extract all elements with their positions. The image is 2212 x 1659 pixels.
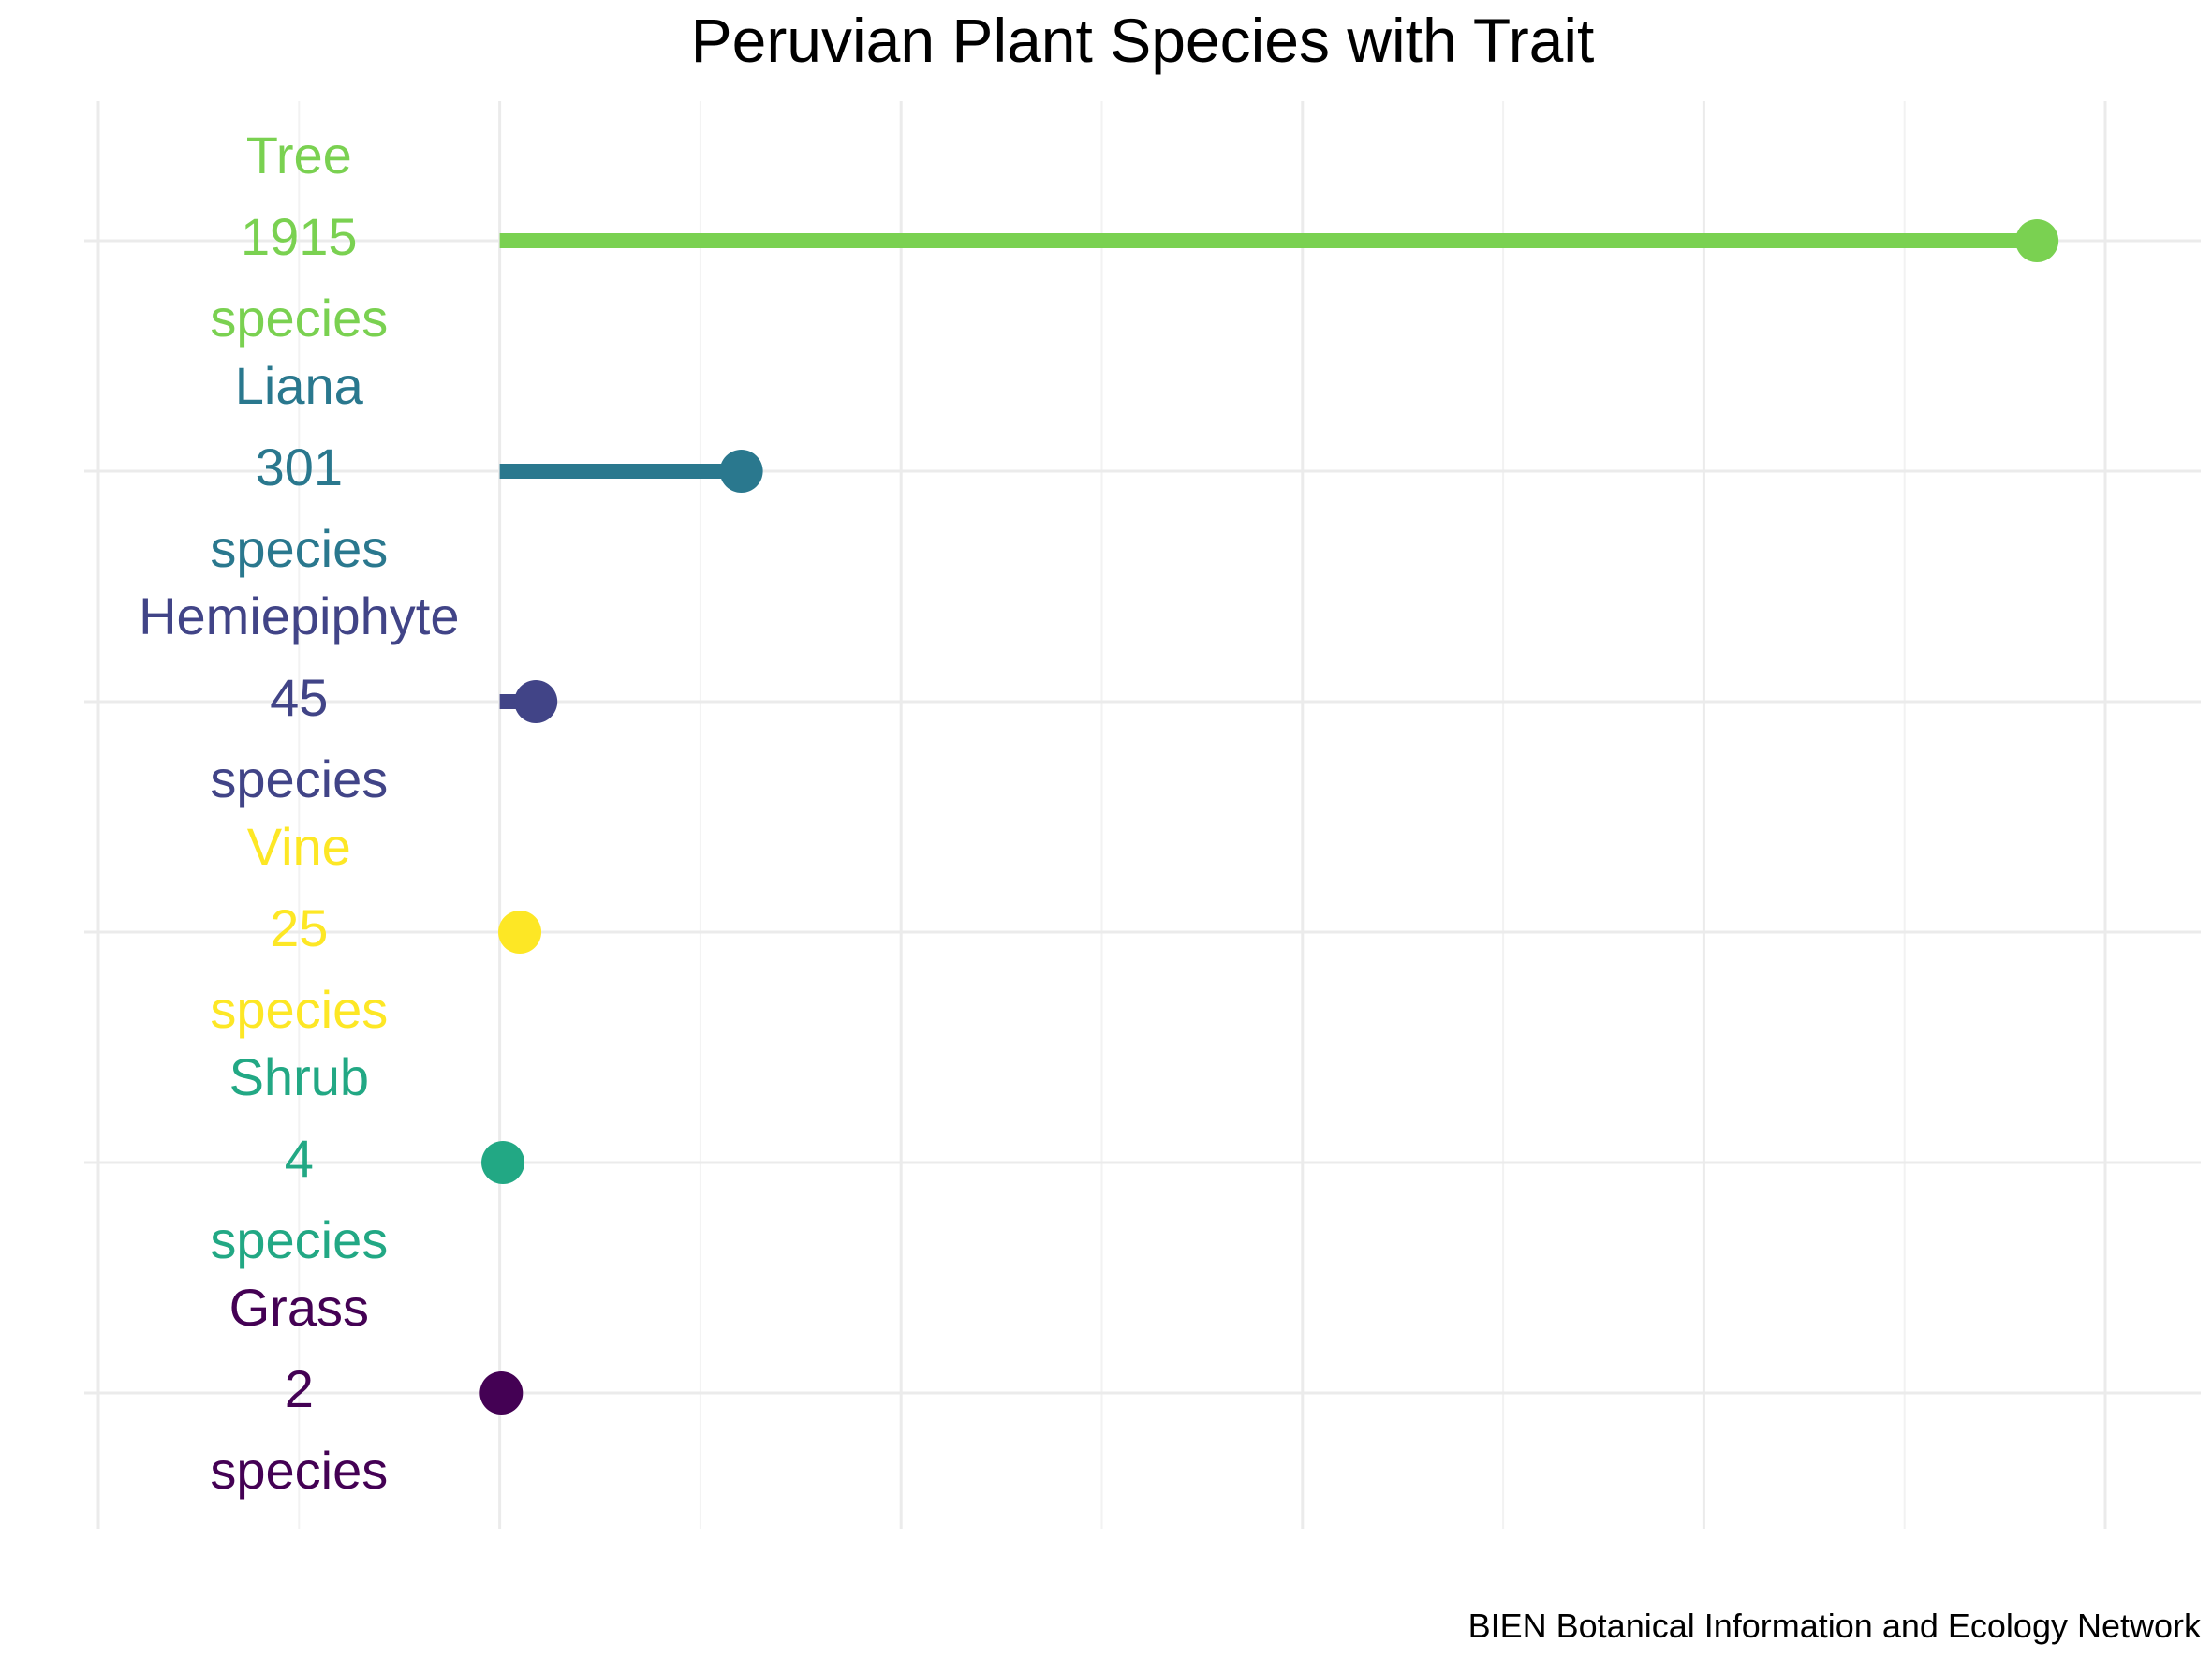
chart-title: Peruvian Plant Species with Trait bbox=[691, 6, 1595, 75]
category-name-label: Grass bbox=[229, 1278, 369, 1337]
category-unit-label: species bbox=[210, 749, 388, 808]
category-unit-label: species bbox=[210, 980, 388, 1039]
category-name-label: Vine bbox=[247, 817, 351, 876]
lollipop-point bbox=[719, 450, 763, 493]
category-value-label: 25 bbox=[270, 898, 328, 957]
category-value-label: 2 bbox=[285, 1359, 314, 1418]
category-value-label: 45 bbox=[270, 668, 328, 727]
lollipop-point bbox=[498, 911, 542, 954]
category-name-label: Liana bbox=[235, 356, 364, 415]
grid-lines bbox=[84, 101, 2201, 1529]
category-value-label: 301 bbox=[256, 437, 343, 496]
chart-caption: BIEN Botanical Information and Ecology N… bbox=[1468, 1607, 2202, 1645]
category-value-label: 1915 bbox=[241, 207, 358, 266]
lollipop-point bbox=[481, 1141, 525, 1184]
category-labels: Tree 1915 species Liana 301 species Hemiepiphy… bbox=[139, 126, 459, 1500]
category-unit-label: species bbox=[210, 1210, 388, 1269]
category-name-label: Tree bbox=[246, 126, 352, 185]
category-unit-label: species bbox=[210, 289, 388, 348]
category-value-label: 4 bbox=[285, 1129, 314, 1188]
category-unit-label: species bbox=[210, 1441, 388, 1500]
chart-marks bbox=[479, 219, 2059, 1415]
lollipop-point bbox=[479, 1371, 524, 1415]
category-name-label: Shrub bbox=[229, 1047, 369, 1106]
category-unit-label: species bbox=[210, 519, 388, 578]
category-name-label: Hemiepiphyte bbox=[139, 586, 459, 645]
lollipop-point bbox=[2015, 219, 2059, 262]
lollipop-point bbox=[514, 680, 558, 723]
